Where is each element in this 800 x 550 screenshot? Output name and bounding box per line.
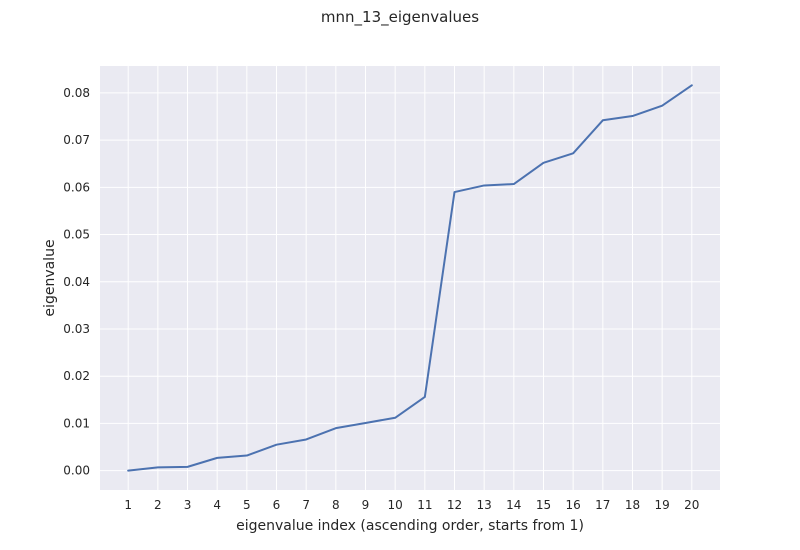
series-line: [127, 84, 693, 472]
x-tick-label: 7: [302, 498, 310, 512]
y-axis-label: eigenvalue: [42, 239, 58, 316]
chart-title: mnn_13_eigenvalues: [321, 8, 479, 27]
x-tick-label: 1: [124, 498, 132, 512]
y-tick-label: 0.08: [63, 86, 90, 100]
x-tick-label: 16: [566, 498, 581, 512]
x-tick-label: 10: [388, 498, 403, 512]
x-tick-label: 15: [536, 498, 551, 512]
x-tick-label: 9: [362, 498, 370, 512]
x-tick-label: 4: [213, 498, 221, 512]
x-tick-label: 20: [684, 498, 699, 512]
y-tick-label: 0.00: [63, 464, 90, 478]
y-tick-labels: 0.00 0.01 0.02 0.03 0.04 0.05 0.06 0.07 0.08: [63, 86, 90, 478]
series-layer: [127, 84, 693, 472]
x-tick-label: 18: [625, 498, 640, 512]
x-tick-label: 13: [477, 498, 492, 512]
x-tick-label: 17: [595, 498, 610, 512]
x-tick-label: 19: [655, 498, 670, 512]
y-tick-label: 0.02: [63, 369, 90, 383]
x-gridlines: [127, 66, 693, 490]
x-tick-label: 12: [447, 498, 462, 512]
y-gridlines: [100, 92, 720, 472]
y-tick-label: 0.05: [63, 228, 90, 242]
x-tick-label: 8: [332, 498, 340, 512]
plot-area: [100, 66, 720, 490]
x-tick-label: 5: [243, 498, 251, 512]
y-tick-label: 0.01: [63, 416, 90, 430]
y-tick-label: 0.07: [63, 133, 90, 147]
y-tick-label: 0.06: [63, 180, 90, 194]
x-tick-label: 14: [506, 498, 521, 512]
x-tick-label: 6: [273, 498, 281, 512]
x-tick-label: 3: [184, 498, 192, 512]
x-tick-label: 2: [154, 498, 162, 512]
x-axis-label: eigenvalue index (ascending order, start…: [236, 518, 584, 534]
x-tick-labels: 1 2 3 4 5 6 7 8 9 10 11 12 13 14 15 16 17 18 19 20: [124, 498, 699, 512]
y-tick-label: 0.04: [63, 275, 90, 289]
x-tick-label: 11: [417, 498, 432, 512]
y-tick-label: 0.03: [63, 322, 90, 336]
